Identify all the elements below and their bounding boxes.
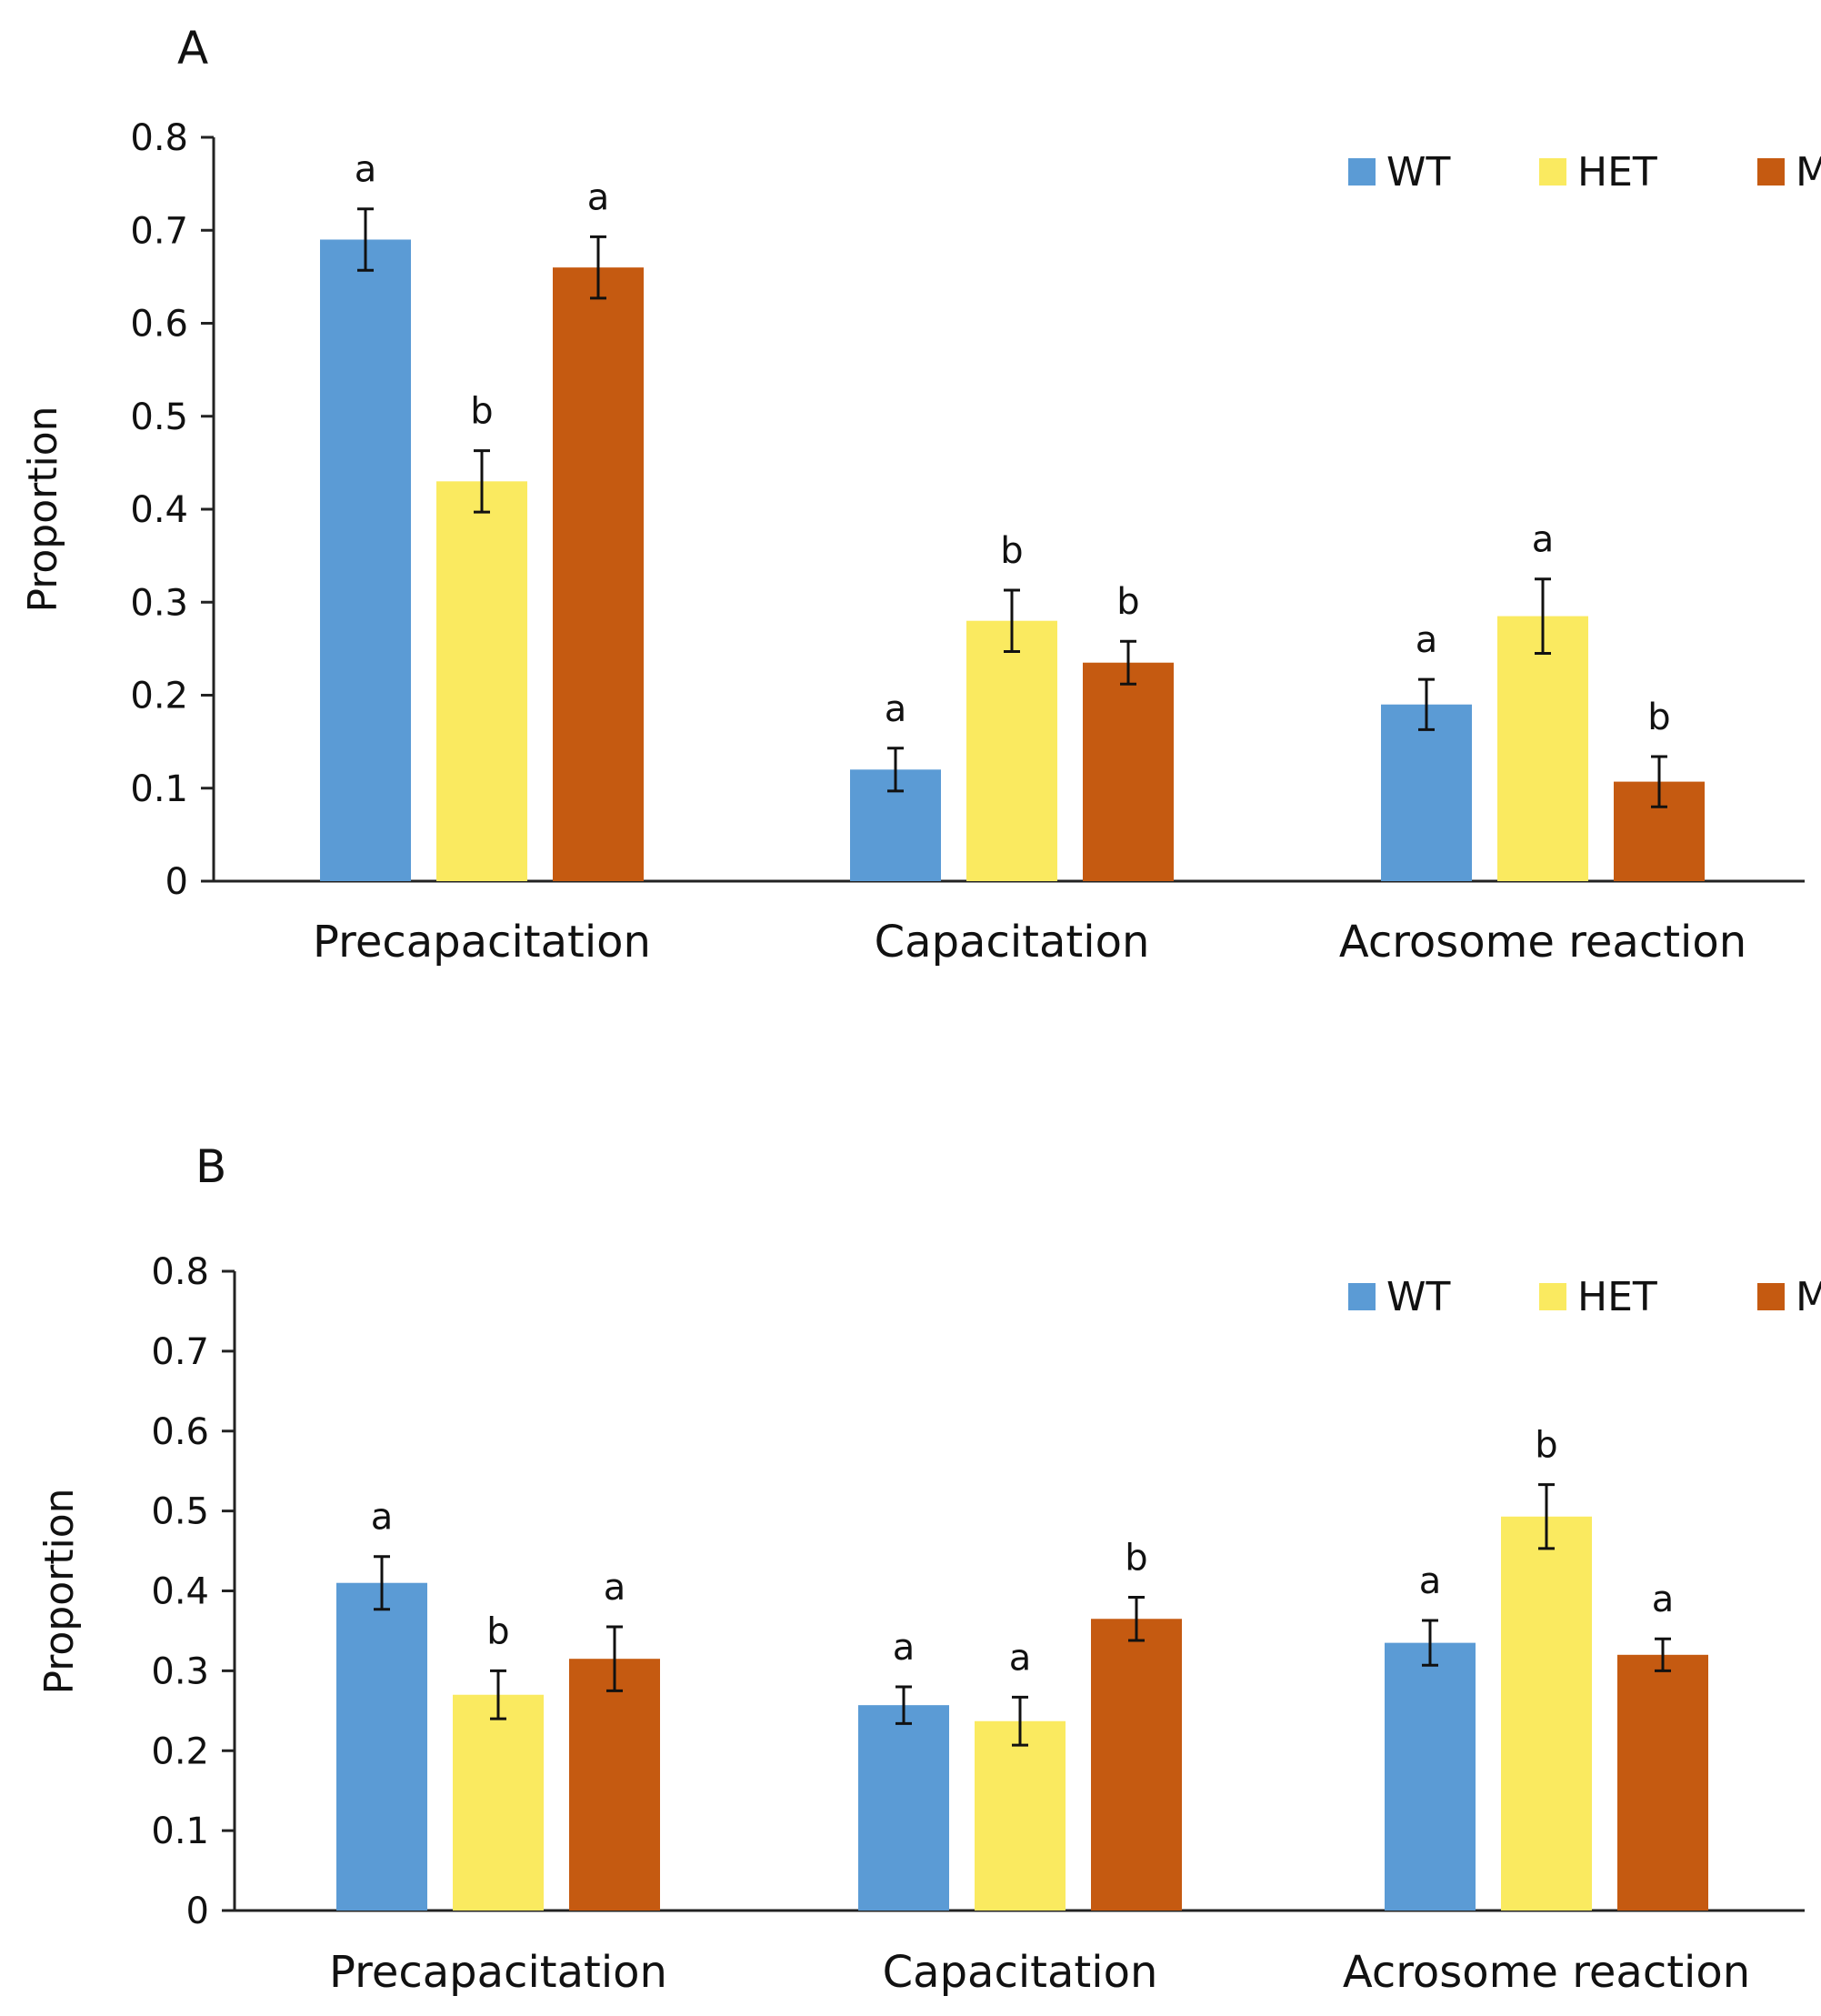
significance-letter: a (1532, 519, 1555, 561)
y-tick-label: 0.6 (130, 304, 188, 346)
bar-wt (1385, 1642, 1476, 1911)
significance-letter: a (893, 1627, 916, 1669)
significance-letter: b (1116, 581, 1139, 623)
y-tick-label: 0.1 (151, 1810, 209, 1852)
x-category-label: Acrosome reaction (1339, 917, 1746, 968)
bar-mut (569, 1659, 660, 1911)
y-axis-title: Proportion (36, 1488, 83, 1694)
bar-mut (1083, 662, 1174, 881)
y-tick-label: 0 (165, 861, 188, 903)
y-tick-label: 0.6 (151, 1411, 209, 1453)
legend-label-wt: WT (1386, 149, 1451, 196)
y-tick-label: 0 (186, 1891, 209, 1932)
chart-panel-a: A Proportion 0 0.1 0.2 0.3 0.4 0.5 0.6 0.7 0.8 a b a P… (20, 22, 1821, 968)
y-axis-title: Proportion (20, 406, 66, 612)
significance-letter: a (371, 1497, 394, 1539)
bar-mut (1091, 1619, 1182, 1911)
y-tick-label: 0.8 (130, 117, 188, 159)
significance-letter: a (885, 688, 907, 730)
significance-letter: a (1419, 1560, 1442, 1602)
legend-label-het: HET (1577, 1274, 1657, 1320)
significance-letter: a (1009, 1637, 1032, 1679)
y-tick-label: 0.7 (130, 210, 188, 252)
y-tick-label: 0.5 (130, 396, 188, 438)
y-tick-label: 0.5 (151, 1491, 209, 1533)
bar-wt (1381, 704, 1472, 881)
legend-swatch-mut (1757, 158, 1785, 186)
significance-letter: b (486, 1610, 509, 1652)
x-category-label: Acrosome reaction (1343, 1947, 1750, 1998)
y-tick-label: 0.2 (130, 676, 188, 717)
bar-mut (553, 267, 644, 881)
y-tick-label: 0.1 (130, 768, 188, 810)
y-tick-label: 0.4 (130, 489, 188, 531)
legend-swatch-mut (1757, 1283, 1785, 1310)
bar-wt (320, 239, 411, 882)
y-tick-label: 0.7 (151, 1331, 209, 1373)
legend-label-mut: MUT (1796, 1274, 1821, 1320)
legend: WT HET MUT (1348, 1274, 1821, 1320)
legend-swatch-wt (1348, 1283, 1376, 1310)
legend-swatch-het (1539, 1283, 1566, 1310)
y-tick-label: 0.2 (151, 1730, 209, 1772)
x-category-label: Capacitation (883, 1947, 1158, 1998)
bar-mut (1617, 1654, 1708, 1911)
significance-letter: a (1652, 1579, 1675, 1620)
legend-swatch-het (1539, 158, 1566, 186)
y-tick-label: 0.3 (151, 1650, 209, 1692)
bar-het (1497, 616, 1588, 881)
significance-letter: b (1000, 530, 1023, 572)
legend-label-mut: MUT (1796, 149, 1821, 196)
significance-letter: a (355, 149, 377, 191)
y-tick-label: 0.8 (151, 1251, 209, 1293)
bar-wt (858, 1705, 949, 1911)
legend-swatch-wt (1348, 158, 1376, 186)
y-tick-label: 0.3 (130, 582, 188, 624)
x-category-label: Precapacitation (329, 1947, 667, 1998)
bar-het (1501, 1516, 1592, 1911)
y-tick-label: 0.4 (151, 1571, 209, 1613)
significance-letter: a (587, 176, 610, 218)
x-category-label: Precapacitation (313, 917, 651, 968)
significance-letter: a (604, 1567, 626, 1609)
significance-letter: b (470, 391, 493, 433)
legend-label-het: HET (1577, 149, 1657, 196)
bar-het (975, 1720, 1066, 1911)
significance-letter: a (1416, 619, 1438, 661)
bar-het (966, 620, 1057, 881)
panel-label: B (195, 1140, 226, 1193)
significance-letter: b (1125, 1538, 1147, 1580)
legend: WT HET MUT (1348, 149, 1821, 196)
chart-panel-b: B Proportion 0 0.1 0.2 0.3 0.4 0.5 0.6 0.7 0.8 a b a P… (36, 1140, 1821, 1998)
significance-letter: b (1535, 1425, 1557, 1467)
panel-label: A (177, 22, 208, 75)
significance-letter: b (1647, 697, 1670, 738)
bar-het (436, 481, 527, 881)
x-category-label: Capacitation (875, 917, 1150, 968)
bar-het (453, 1694, 544, 1911)
bar-wt (336, 1582, 427, 1911)
legend-label-wt: WT (1386, 1274, 1451, 1320)
